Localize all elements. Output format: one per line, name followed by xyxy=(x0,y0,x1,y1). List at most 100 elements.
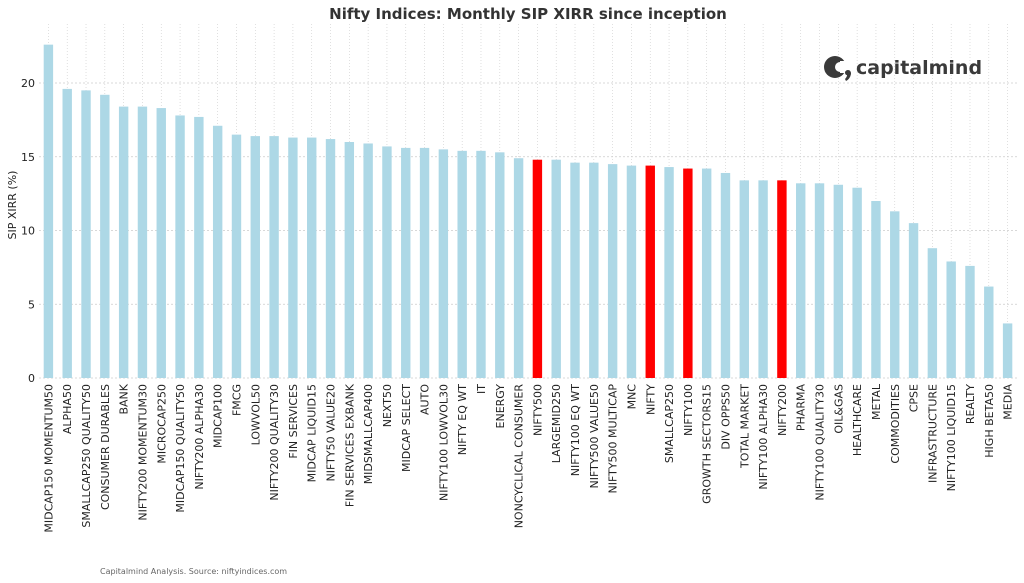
x-tick-label: NONCYCLICAL CONSUMER xyxy=(513,384,526,529)
bar xyxy=(212,125,223,379)
bar xyxy=(100,94,110,379)
bar xyxy=(194,116,204,379)
x-tick-label: NIFTY100 QUALITY30 xyxy=(814,384,827,501)
capitalmind-logo-icon xyxy=(824,56,851,81)
x-tick-label: NIFTY100 xyxy=(682,384,695,436)
x-tick-label: MIDCAP SELECT xyxy=(400,384,413,472)
x-tick-label: MICROCAP250 xyxy=(155,384,168,464)
x-tick-label: DIV OPPS50 xyxy=(719,384,732,450)
x-tick-label: NIFTY200 MOMENTUM30 xyxy=(136,384,149,521)
x-tick-label: CPSE xyxy=(908,384,921,412)
bar xyxy=(664,167,674,378)
x-tick-label: MNC xyxy=(625,384,638,410)
bar xyxy=(777,180,787,378)
x-tick-label: CONSUMER DURABLES xyxy=(99,384,112,510)
x-tick-label: NIFTY xyxy=(644,384,657,415)
bar xyxy=(231,134,242,378)
bar xyxy=(607,164,618,378)
x-tick-label: NEXT50 xyxy=(381,384,394,427)
bar xyxy=(118,106,129,378)
bar xyxy=(720,172,731,378)
x-tick-label: MIDCAP150 MOMENTUM50 xyxy=(42,384,55,533)
bar xyxy=(457,150,467,378)
bar xyxy=(683,168,693,378)
bar xyxy=(946,261,956,378)
x-tick-label: NIFTY200 xyxy=(776,384,789,436)
brand-logo: capitalmind xyxy=(824,56,982,81)
x-tick-label: NIFTY100 LOWVOL30 xyxy=(437,384,450,501)
x-tick-label: MEDIA xyxy=(1002,384,1015,420)
x-tick-label: AUTO xyxy=(419,384,432,415)
bar xyxy=(984,286,994,378)
x-tick-label: FIN SERVICES xyxy=(287,384,300,459)
bar xyxy=(965,265,975,378)
bar xyxy=(645,165,655,378)
x-tick-label: REALTY xyxy=(964,384,977,424)
bar xyxy=(570,162,580,378)
bar xyxy=(175,115,185,378)
x-tick-label: MIDCAP LIQUID15 xyxy=(306,384,319,482)
x-tick-label: BANK xyxy=(118,383,131,414)
bar xyxy=(81,90,91,378)
y-tick-label: 15 xyxy=(21,151,35,164)
bar xyxy=(927,248,938,378)
bar xyxy=(495,152,505,378)
y-tick-label: 20 xyxy=(21,77,35,90)
bar xyxy=(43,44,54,379)
x-tick-label: NIFTY50 VALUE20 xyxy=(325,384,338,481)
bar xyxy=(325,139,336,378)
y-axis-label: SIP XIRR (%) xyxy=(6,171,19,240)
x-tick-label: PHARMA xyxy=(795,384,808,432)
x-tick-label: MIDSMALLCAP400 xyxy=(362,384,375,484)
x-tick-label: NIFTY200 ALPHA30 xyxy=(193,384,206,490)
bar xyxy=(62,88,72,379)
y-tick-label: 5 xyxy=(28,298,35,311)
bar xyxy=(513,158,524,378)
bar xyxy=(269,136,279,378)
x-tick-label: NIFTY200 QUALITY30 xyxy=(268,384,281,501)
x-tick-label: LOWVOL50 xyxy=(249,384,262,445)
bar xyxy=(758,180,768,378)
bar xyxy=(871,201,881,378)
chart-title: Nifty Indices: Monthly SIP XIRR since in… xyxy=(329,5,727,23)
bar xyxy=(852,187,862,378)
bar xyxy=(419,147,430,378)
x-tick-label: SMALLCAP250 xyxy=(663,384,676,463)
x-tick-label: FIN SERVICES EXBANK xyxy=(343,383,356,507)
bar xyxy=(137,106,148,378)
y-tick-label: 10 xyxy=(21,225,35,238)
x-tick-label: NIFTY500 VALUE50 xyxy=(588,384,601,488)
bar xyxy=(589,162,599,378)
bar xyxy=(796,183,806,378)
x-tick-label: LARGEMID250 xyxy=(550,384,563,463)
x-tick-label: NIFTY100 EQ WT xyxy=(569,384,582,477)
bar xyxy=(476,150,486,378)
x-tick-label: OIL&GAS xyxy=(832,384,845,434)
bar xyxy=(401,147,411,378)
x-tick-label: NIFTY EQ WT xyxy=(456,384,469,456)
x-tick-label: ALPHA50 xyxy=(61,384,74,434)
bar xyxy=(250,136,260,378)
x-tick-label: ENERGY xyxy=(494,384,507,429)
bar xyxy=(701,168,712,378)
x-tick-label: MIDCAP100 xyxy=(212,384,225,448)
bar xyxy=(156,108,166,378)
bar xyxy=(1002,323,1013,378)
x-tick-label: GROWTH SECTORS15 xyxy=(701,384,714,504)
brand-name: capitalmind xyxy=(856,57,982,79)
x-tick-label: TOTAL MARKET xyxy=(738,384,751,469)
bar xyxy=(363,143,373,378)
source-note: Capitalmind Analysis. Source: niftyindic… xyxy=(100,567,287,576)
x-tick-label: INFRASTRUCTURE xyxy=(926,384,939,483)
bar xyxy=(833,184,844,378)
bar xyxy=(739,180,749,378)
bar xyxy=(288,137,298,378)
x-tick-label: NIFTY100 LIQUID15 xyxy=(945,384,958,491)
x-tick-label: COMMODITIES xyxy=(889,384,902,464)
x-tick-label: METAL xyxy=(870,383,883,420)
x-tick-label: IT xyxy=(475,384,488,394)
bar xyxy=(626,165,637,378)
x-tick-label: NIFTY500 xyxy=(531,384,544,436)
bar xyxy=(908,223,919,378)
